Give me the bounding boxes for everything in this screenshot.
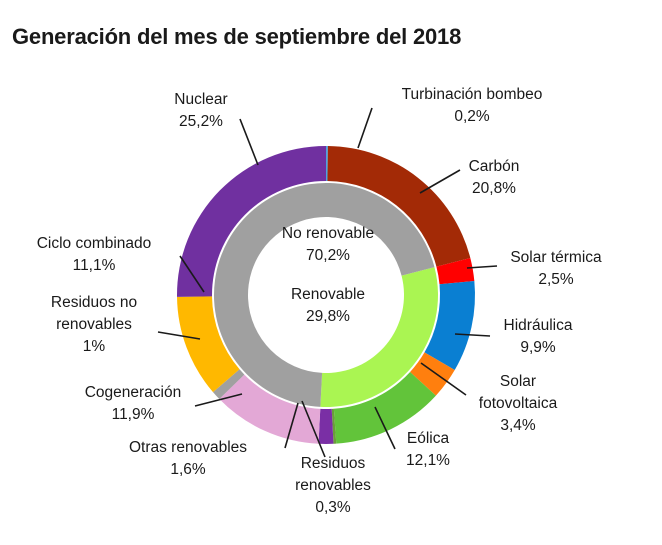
label-renovable: Renovable bbox=[291, 286, 365, 303]
leader-line-solar-termica bbox=[466, 265, 498, 269]
slice-residuos-renovables bbox=[331, 408, 337, 444]
slice-turbinacion-bombeo bbox=[326, 146, 328, 182]
label-eolica: Eólica bbox=[407, 430, 450, 447]
leader-line-ciclo-combinado bbox=[179, 255, 205, 293]
value-otras-renovables: 1,6% bbox=[170, 461, 206, 478]
value-nuclear: 25,2% bbox=[179, 113, 223, 130]
leader-line-turbinacion-bombeo bbox=[357, 107, 373, 149]
value-turbinacion-bombeo: 0,2% bbox=[454, 108, 490, 125]
value-renovable: 29,8% bbox=[306, 308, 350, 325]
slice-hidraulica bbox=[424, 280, 475, 371]
label-residuos-renovables-line-1: Residuos bbox=[301, 455, 366, 472]
label-solar-fotovoltaica-line-2: fotovoltaica bbox=[479, 395, 558, 412]
label-otras-renovables: Otras renovables bbox=[129, 439, 247, 456]
value-ciclo-combinado: 11,1% bbox=[73, 257, 116, 274]
value-residuos-renovables: 0,3% bbox=[315, 499, 351, 516]
value-no-renovable: 70,2% bbox=[306, 247, 350, 264]
label-carbon: Carbón bbox=[469, 158, 520, 175]
value-carbon: 20,8% bbox=[472, 180, 516, 197]
value-hidraulica: 9,9% bbox=[520, 339, 556, 356]
slice-nuclear bbox=[177, 146, 326, 297]
leader-line-eolica bbox=[374, 406, 396, 450]
value-solar-fotovoltaica: 3,4% bbox=[500, 417, 536, 434]
slice-no-renovable bbox=[214, 183, 435, 407]
leader-line-cogeneracion bbox=[194, 393, 243, 407]
label-residuos-no-renovables-line-2: renovables bbox=[56, 316, 132, 333]
leader-line-nuclear bbox=[239, 118, 259, 166]
leader-line-solar-fotovoltaica bbox=[420, 362, 467, 396]
slice-ciclo-combinado bbox=[177, 296, 240, 393]
label-residuos-renovables-line-2: renovables bbox=[295, 477, 371, 494]
leader-line-carbon bbox=[419, 169, 461, 194]
slice-residuos-no-renovables bbox=[213, 369, 245, 400]
value-cogeneracion: 11,9% bbox=[112, 406, 155, 423]
label-cogeneracion: Cogeneración bbox=[85, 384, 182, 401]
leader-line-hidraulica bbox=[454, 333, 491, 337]
slice-solar-termica bbox=[436, 257, 475, 285]
label-hidraulica: Hidráulica bbox=[504, 317, 573, 334]
label-turbinacion-bombeo: Turbinación bombeo bbox=[402, 86, 543, 103]
label-nuclear: Nuclear bbox=[174, 91, 227, 108]
leader-line-otras-renovables bbox=[284, 402, 299, 449]
value-solar-termica: 2,5% bbox=[538, 271, 574, 288]
slice-renovable bbox=[320, 267, 439, 407]
slice-otras-renovables bbox=[318, 408, 334, 444]
label-solar-termica: Solar térmica bbox=[510, 249, 602, 266]
chart-title: Generación del mes de septiembre del 201… bbox=[12, 24, 462, 49]
value-residuos-no-renovables: 1% bbox=[83, 338, 106, 355]
value-eolica: 12,1% bbox=[406, 452, 450, 469]
slice-cogeneracion bbox=[219, 374, 321, 444]
label-residuos-no-renovables-line-1: Residuos no bbox=[51, 294, 137, 311]
slice-eolica bbox=[333, 371, 436, 444]
label-no-renovable: No renovable bbox=[282, 225, 374, 242]
label-ciclo-combinado: Ciclo combinado bbox=[37, 235, 152, 252]
leader-line-residuos-no-renovables bbox=[157, 331, 201, 340]
slice-carbon bbox=[327, 146, 471, 267]
label-solar-fotovoltaica-line-1: Solar bbox=[500, 373, 536, 390]
leader-line-residuos-renovables bbox=[301, 400, 326, 458]
